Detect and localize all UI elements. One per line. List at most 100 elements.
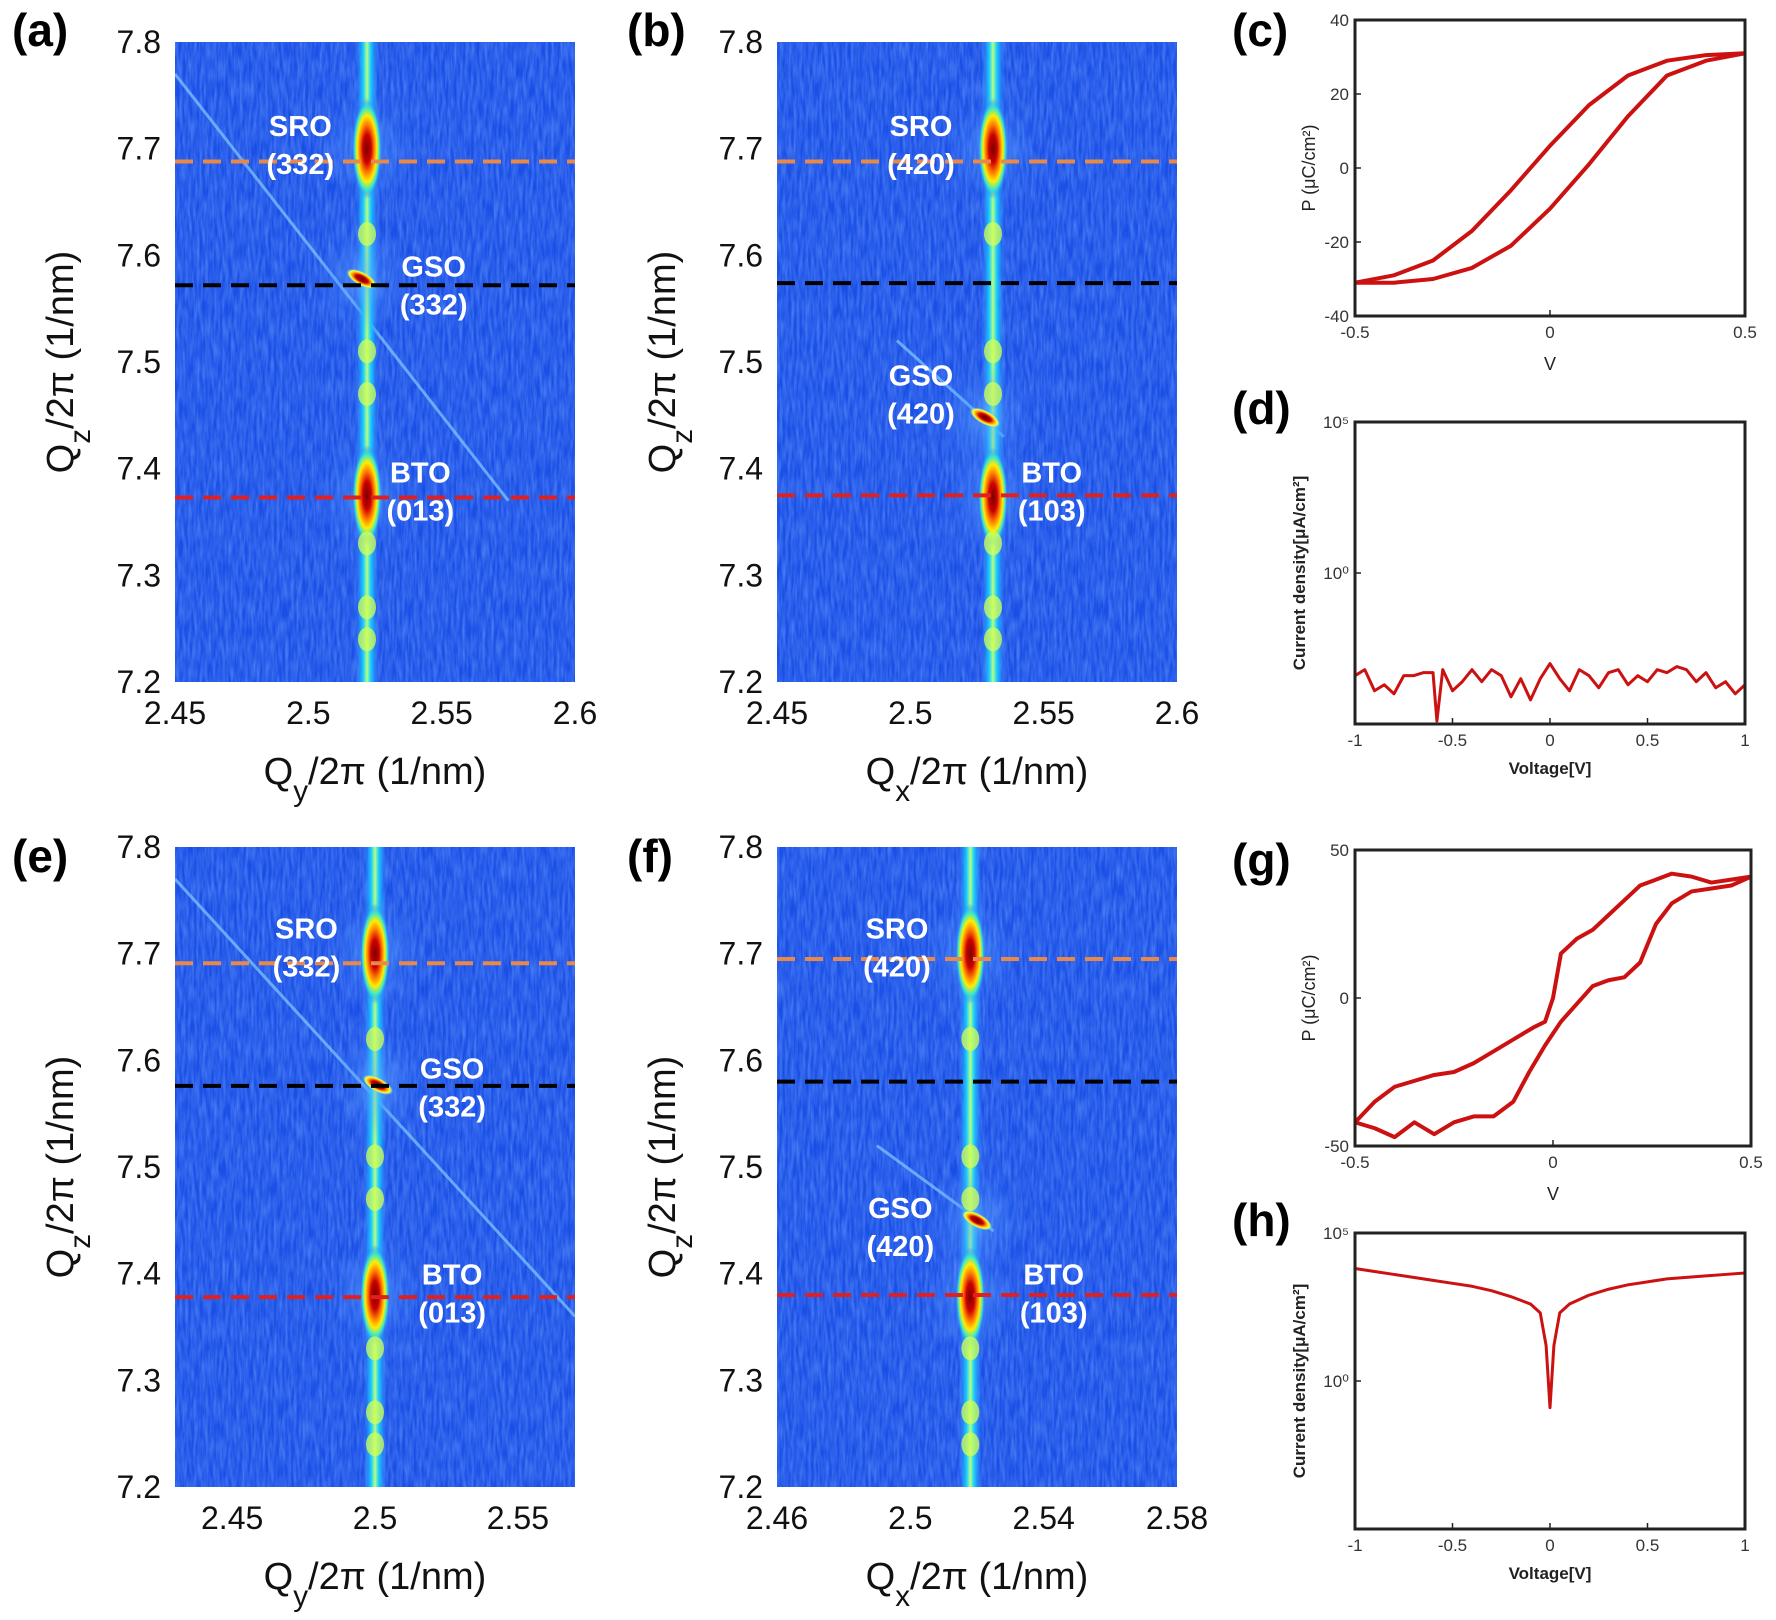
y-tick-label: 7.2 bbox=[117, 664, 161, 700]
thickness-fringe bbox=[366, 1432, 384, 1457]
x-tick-label: 2.54 bbox=[1013, 1500, 1075, 1536]
x-axis-label: Qy/2π (1/nm) bbox=[264, 751, 487, 808]
thickness-fringe bbox=[358, 595, 376, 620]
peak-label-index: (420) bbox=[863, 952, 931, 984]
peak-label-index: (332) bbox=[266, 149, 334, 181]
film-peak bbox=[978, 447, 1008, 548]
panel-label: (c) bbox=[1232, 4, 1288, 56]
series-line bbox=[1354, 1267, 1746, 1410]
x-axis-label-rest: /2π (1/nm) bbox=[910, 751, 1088, 793]
y-axis-label-rest: /2π (1/nm) bbox=[642, 251, 684, 429]
peak-label-name: GSO bbox=[889, 360, 953, 392]
x-axis-label-sub: y bbox=[293, 1580, 308, 1613]
x-tick-label: 1 bbox=[1740, 1536, 1749, 1555]
y-tick-label: 7.6 bbox=[719, 1042, 763, 1078]
x-tick-label: 2.55 bbox=[487, 1500, 549, 1536]
y-axis-label-sub: z bbox=[64, 1234, 97, 1249]
y-tick-label: -40 bbox=[1324, 307, 1349, 326]
y-tick-label: 10⁰ bbox=[1323, 564, 1349, 583]
x-axis-label-sub: x bbox=[895, 775, 910, 808]
thickness-fringe bbox=[358, 627, 376, 652]
peak-label-index: (013) bbox=[418, 1297, 486, 1329]
panel-f: (f) SRO (420) GSO (420) BTO (103) 2.46 2.5 2.54 2.… bbox=[627, 829, 1208, 1613]
y-tick-label: 7.4 bbox=[117, 1256, 161, 1292]
thickness-fringe bbox=[961, 1144, 980, 1169]
thickness-fringe bbox=[366, 1187, 384, 1211]
peak-label-index: (420) bbox=[887, 398, 955, 430]
x-tick-label: 0.5 bbox=[1636, 731, 1660, 750]
substrate-peak bbox=[969, 407, 1001, 428]
y-tick-label: 7.7 bbox=[117, 131, 161, 167]
y-tick-label: 7.3 bbox=[117, 1362, 161, 1398]
y-tick-label: 10⁰ bbox=[1323, 1372, 1349, 1391]
y-tick-label: 7.7 bbox=[719, 131, 763, 167]
x-tick-label: -0.5 bbox=[1438, 731, 1467, 750]
thickness-fringe bbox=[366, 1400, 384, 1425]
thickness-fringe bbox=[961, 1187, 980, 1211]
y-axis-label-rest: /2π (1/nm) bbox=[40, 1056, 82, 1234]
x-axis-label: V bbox=[1544, 354, 1556, 374]
film-peak bbox=[360, 903, 390, 1004]
x-tick-label: 2.5 bbox=[353, 1500, 397, 1536]
y-axis-label: P (μC/cm²) bbox=[1299, 124, 1319, 211]
series-line bbox=[1355, 51, 1746, 285]
y-tick-label: 10⁵ bbox=[1323, 413, 1349, 432]
substrate-peak bbox=[961, 1210, 993, 1231]
y-axis-label: Qz/2π (1/nm) bbox=[642, 1056, 699, 1279]
y-tick-label: 20 bbox=[1330, 85, 1349, 104]
y-tick-label: 7.8 bbox=[719, 24, 763, 60]
peak-label-index: (420) bbox=[887, 149, 955, 181]
thickness-fringe bbox=[961, 1027, 980, 1051]
peak-label-name: SRO bbox=[890, 111, 953, 143]
y-axis-label-sub: z bbox=[666, 429, 699, 444]
panel-e: (e) SRO (332) GSO (332) BTO (013) 2.45 2.5 2.55 7.… bbox=[12, 829, 575, 1613]
y-tick-label: 7.2 bbox=[117, 1469, 161, 1505]
peak-label-index: (103) bbox=[1018, 496, 1086, 528]
thickness-fringe bbox=[984, 531, 1002, 556]
y-tick-label: 7.4 bbox=[719, 1256, 763, 1292]
y-axis-label: P (μC/cm²) bbox=[1299, 954, 1319, 1041]
x-tick-label: -1 bbox=[1347, 731, 1362, 750]
substrate-peak bbox=[346, 268, 378, 289]
peak-label-name: SRO bbox=[269, 111, 332, 143]
film-peak bbox=[955, 903, 986, 1004]
peak-label-index: (332) bbox=[400, 290, 468, 322]
peak-label-name: SRO bbox=[866, 914, 929, 946]
x-tick-label: 2.5 bbox=[888, 695, 932, 731]
x-tick-label: 2.45 bbox=[746, 695, 808, 731]
x-axis-label-sub: y bbox=[293, 775, 308, 808]
y-tick-label: 7.4 bbox=[117, 451, 161, 487]
film-peak bbox=[352, 98, 382, 199]
y-tick-label: 40 bbox=[1330, 11, 1349, 30]
x-axis-label: V bbox=[1547, 1184, 1559, 1204]
panel-c: (c) -0.5 0 0.5 -40 -20 0 20 40 V P (μC/cm²) bbox=[1232, 4, 1757, 374]
y-tick-label: -20 bbox=[1324, 233, 1349, 252]
x-axis-label-rest: /2π (1/nm) bbox=[910, 1556, 1088, 1598]
x-axis-label-q: Q bbox=[264, 751, 294, 793]
y-tick-label: 7.8 bbox=[719, 829, 763, 865]
peak-label-name: BTO bbox=[422, 1259, 483, 1291]
thickness-fringe bbox=[984, 627, 1002, 652]
y-tick-label: 7.2 bbox=[719, 1469, 763, 1505]
peak-label-name: BTO bbox=[1023, 1259, 1084, 1291]
x-tick-label: 2.55 bbox=[411, 695, 473, 731]
x-axis-label-rest: /2π (1/nm) bbox=[308, 1556, 486, 1598]
y-axis-label: Qz/2π (1/nm) bbox=[40, 251, 97, 474]
heatmap-plot bbox=[175, 42, 575, 682]
film-peak bbox=[360, 1245, 390, 1345]
peak-label-name: GSO bbox=[420, 1053, 484, 1085]
thickness-fringe bbox=[358, 382, 376, 406]
y-tick-label: 7.3 bbox=[719, 557, 763, 593]
y-axis-label-q: Q bbox=[642, 1249, 684, 1279]
film-peak bbox=[978, 98, 1008, 199]
thickness-fringe bbox=[984, 382, 1002, 406]
panel-label: (f) bbox=[627, 830, 673, 882]
heatmap-plot bbox=[777, 42, 1177, 682]
peak-label-index: (332) bbox=[273, 952, 341, 984]
y-tick-label: -50 bbox=[1324, 1137, 1349, 1156]
x-tick-label: 0 bbox=[1545, 323, 1554, 342]
y-tick-label: 0 bbox=[1340, 989, 1349, 1008]
x-tick-label: 1 bbox=[1740, 731, 1749, 750]
series-line bbox=[1354, 51, 1746, 285]
x-tick-label: -1 bbox=[1347, 1536, 1362, 1555]
